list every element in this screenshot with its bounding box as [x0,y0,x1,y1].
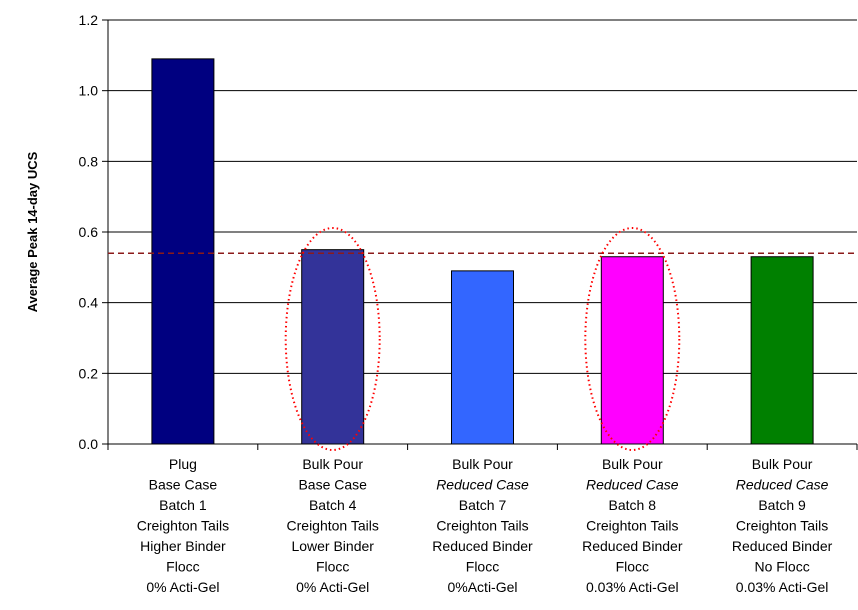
y-tick-labels: 0.0 0.2 0.4 0.6 0.8 1.0 1.2 [79,12,99,452]
x-tick-label-line: 0.03% Acti-Gel [736,579,829,595]
x-tick-label-line: Plug [169,456,197,472]
highlight-ellipse [584,227,681,451]
x-tick-label-line: Flocc [616,559,649,575]
x-tick-label-line: Batch 8 [609,497,657,513]
x-tick-label-line: Reduced Case [436,477,529,493]
x-tick-label-line: Reduced Case [736,477,829,493]
x-tick-label-line: Creighton Tails [736,518,828,534]
bar [151,58,215,445]
bars [151,58,814,445]
gridlines [108,19,857,374]
y-tick-label: 0.8 [79,153,99,169]
x-tick-label-line: Creighton Tails [137,518,229,534]
x-tick-label-line: Reduced Binder [432,538,533,554]
x-tick-label: Bulk Pour Base Case Batch 4 Creighton Tails… [287,456,379,595]
x-tick-label-line: 0%Acti-Gel [447,579,517,595]
x-tick-label-line: Flocc [466,559,499,575]
x-tick-label-line: Flocc [316,559,349,575]
category-labels: Plug Base Case Batch 1 Creighton Tails Highe… [137,456,833,595]
x-tick-label: Bulk Pour Reduced Case Batch 9 Creighton Ta… [732,456,833,595]
x-tick-label-line: Bulk Pour [452,456,513,472]
x-tick-label-line: 0.03% Acti-Gel [586,579,679,595]
x-tick-label-line: Reduced Case [586,477,679,493]
x-tick-label-line: Batch 4 [309,497,357,513]
x-tick-label-line: No Flocc [754,559,809,575]
x-tick-label-line: 0% Acti-Gel [146,579,219,595]
y-tick-label: 0.0 [79,436,99,452]
x-tick-label-line: Base Case [149,477,218,493]
bar [750,256,814,445]
highlight-ellipses [284,227,681,451]
x-tick-label-line: Creighton Tails [436,518,528,534]
y-tick-label: 0.6 [79,224,99,240]
axes [102,19,858,450]
x-tick-label-line: 0% Acti-Gel [296,579,369,595]
x-tick-label: Bulk Pour Reduced Case Batch 8 Creighton Ta… [582,456,683,595]
y-tick-label: 0.2 [79,365,99,381]
x-tick-label-line: Batch 9 [758,497,806,513]
x-tick-label-line: Creighton Tails [287,518,379,534]
highlight-ellipse [284,227,381,451]
y-tick-label: 0.4 [79,295,99,311]
x-tick-label-line: Bulk Pour [302,456,363,472]
x-tick-label-line: Bulk Pour [602,456,663,472]
y-axis-label: Average Peak 14-day UCS [25,151,40,312]
x-tick-label-line: Batch 1 [159,497,207,513]
bar [451,270,514,445]
x-tick-label-line: Reduced Binder [582,538,683,554]
x-tick-label-line: Flocc [166,559,199,575]
x-tick-label-line: Batch 7 [459,497,507,513]
y-tick-label: 1.0 [79,83,99,99]
x-tick-label-line: Higher Binder [140,538,226,554]
x-tick-label-line: Bulk Pour [752,456,813,472]
x-tick-label-line: Base Case [298,477,367,493]
x-tick-label-line: Lower Binder [291,538,374,554]
x-tick-label: Plug Base Case Batch 1 Creighton Tails Highe… [137,456,229,595]
bar [301,249,365,445]
x-tick-label-line: Creighton Tails [586,518,678,534]
x-tick-label: Bulk Pour Reduced Case Batch 7 Creighton Ta… [432,456,533,595]
y-tick-label: 1.2 [79,12,99,28]
bar [600,256,664,445]
x-tick-label-line: Reduced Binder [732,538,833,554]
